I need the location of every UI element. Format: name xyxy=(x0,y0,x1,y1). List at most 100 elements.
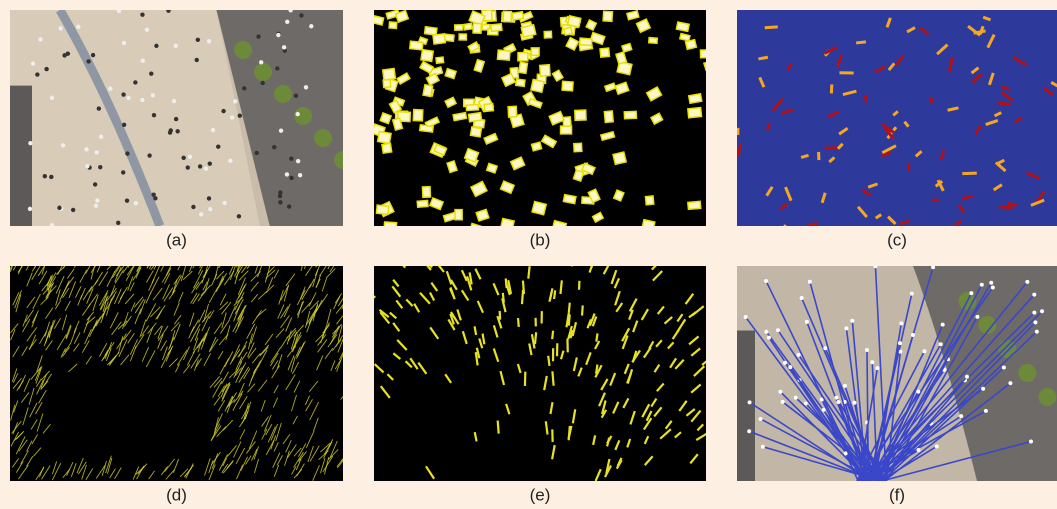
blob xyxy=(470,127,481,137)
person xyxy=(216,144,220,148)
blob xyxy=(563,195,576,204)
person xyxy=(285,172,289,176)
person xyxy=(800,296,804,300)
segment xyxy=(765,27,778,28)
person xyxy=(991,285,995,289)
person xyxy=(151,93,155,97)
person xyxy=(922,349,926,353)
blob xyxy=(532,142,542,151)
blob xyxy=(508,106,517,117)
person xyxy=(174,117,178,121)
blob xyxy=(376,205,388,214)
person xyxy=(125,198,129,202)
person xyxy=(85,164,89,168)
blob xyxy=(613,152,626,164)
blob xyxy=(455,25,463,31)
person xyxy=(186,165,190,169)
person xyxy=(207,196,211,200)
panel xyxy=(730,10,1057,232)
person xyxy=(84,147,88,151)
person xyxy=(844,326,848,330)
wall xyxy=(737,331,755,482)
segment xyxy=(962,173,976,174)
blob xyxy=(453,113,466,121)
wall xyxy=(10,86,32,226)
person xyxy=(181,156,185,160)
panel-label: (a) xyxy=(166,230,187,249)
person xyxy=(222,201,226,205)
dash xyxy=(548,356,549,366)
person xyxy=(980,283,984,287)
person xyxy=(969,291,973,295)
person xyxy=(260,81,264,85)
person xyxy=(149,71,153,75)
blob xyxy=(532,201,546,214)
blob xyxy=(425,27,437,35)
person xyxy=(126,96,130,100)
person xyxy=(57,206,61,210)
person xyxy=(199,212,203,216)
person xyxy=(134,201,138,205)
person xyxy=(309,24,313,28)
person xyxy=(211,128,215,132)
panel-image xyxy=(737,264,1057,481)
person xyxy=(195,58,199,62)
person xyxy=(174,44,178,48)
person xyxy=(191,205,195,209)
person xyxy=(93,182,97,186)
person xyxy=(121,92,125,96)
blob xyxy=(544,31,551,38)
person xyxy=(208,207,212,211)
person xyxy=(935,444,939,448)
blob xyxy=(540,65,550,76)
person xyxy=(781,400,785,404)
person xyxy=(233,99,237,103)
segment xyxy=(931,98,932,104)
panel-image xyxy=(372,10,717,235)
segment xyxy=(997,103,1011,105)
dash xyxy=(498,420,499,433)
blob xyxy=(473,23,481,33)
person xyxy=(196,38,200,42)
person xyxy=(836,400,840,404)
person xyxy=(1029,439,1033,443)
segment xyxy=(999,207,1013,208)
person xyxy=(282,45,286,49)
blob xyxy=(413,110,422,121)
person xyxy=(304,85,308,89)
person xyxy=(834,396,838,400)
person xyxy=(898,341,902,345)
tree xyxy=(1018,364,1036,382)
blob xyxy=(455,210,462,220)
blob xyxy=(561,126,572,134)
blob xyxy=(531,48,539,55)
dash xyxy=(552,331,553,339)
blob xyxy=(516,79,525,86)
person xyxy=(278,190,282,194)
dash xyxy=(475,326,477,335)
person xyxy=(125,151,129,155)
blob xyxy=(680,34,690,41)
person xyxy=(108,87,112,91)
person xyxy=(230,115,234,119)
blob xyxy=(574,143,582,151)
person xyxy=(172,99,176,103)
dash xyxy=(582,305,583,315)
person xyxy=(295,112,299,116)
person xyxy=(764,279,768,283)
person xyxy=(975,315,979,319)
person xyxy=(285,20,289,24)
blob xyxy=(491,24,502,32)
blob xyxy=(521,25,535,37)
blob xyxy=(372,16,383,25)
blob xyxy=(568,16,581,27)
segment xyxy=(933,199,939,201)
person xyxy=(28,141,32,145)
blob xyxy=(420,125,433,132)
blob xyxy=(459,34,466,40)
person xyxy=(207,39,211,43)
person xyxy=(843,384,847,388)
person xyxy=(852,401,856,405)
segment xyxy=(758,57,767,59)
blob xyxy=(383,80,391,88)
